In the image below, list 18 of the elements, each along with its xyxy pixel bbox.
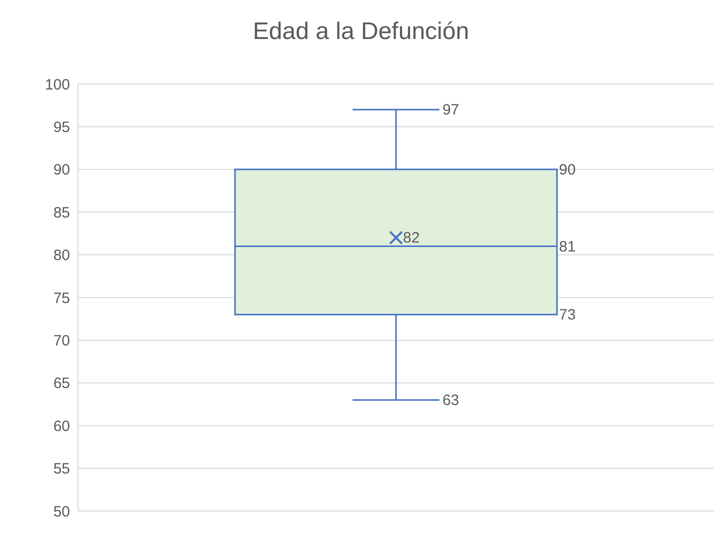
y-tick-label: 65 xyxy=(53,375,70,392)
annotation: 82 xyxy=(403,230,420,247)
y-tick-label: 85 xyxy=(53,204,70,222)
annotation: 81 xyxy=(559,238,576,256)
y-tick-label: 100 xyxy=(44,76,70,94)
annotation: 97 xyxy=(442,102,460,119)
annotation: 63 xyxy=(442,392,460,409)
y-tick-label: 60 xyxy=(53,418,70,435)
y-tick-label: 80 xyxy=(53,247,70,264)
y-tick-label: 55 xyxy=(53,460,70,478)
annotation: 73 xyxy=(559,306,576,324)
y-tick-label: 70 xyxy=(53,332,70,350)
annotation: 90 xyxy=(559,161,576,178)
y-tick-label: 50 xyxy=(53,503,70,520)
y-tick-label: 75 xyxy=(53,290,70,307)
y-tick-label: 95 xyxy=(53,119,70,136)
y-tick-label: 90 xyxy=(53,162,70,179)
chart-title: Edad a la Defunción xyxy=(252,17,470,47)
